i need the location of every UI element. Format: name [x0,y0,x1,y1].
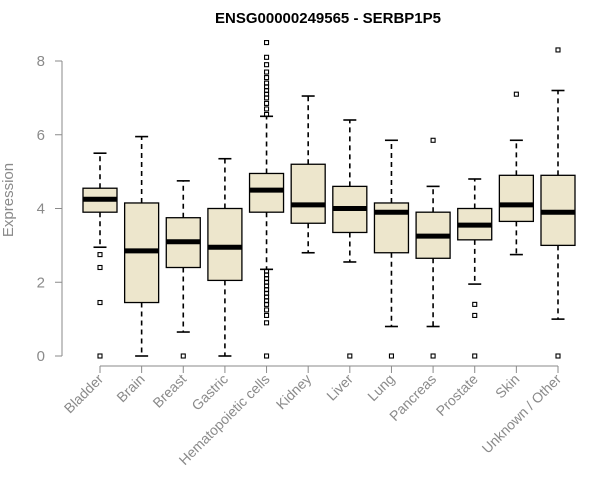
outlier-point [513,91,519,97]
box-group [165,180,201,359]
iqr-box [207,207,243,282]
outlier-point [347,353,353,359]
x-tick-label: Brain [113,371,147,405]
outlier-point [97,353,103,359]
box-group [415,137,451,359]
box-group [207,157,243,357]
x-tick-label: Liver [323,371,356,404]
x-tick-label: Breast [149,371,189,411]
y-tick-label: 2 [37,274,45,291]
outlier-point [263,54,270,60]
outlier-point [97,299,103,306]
outlier-point [97,264,103,271]
outlier-point [263,75,270,81]
iqr-box [290,163,326,224]
outlier-point [555,47,561,53]
box-group [457,178,493,359]
outlier-point [472,301,478,307]
outlier-point [263,40,270,46]
outlier-point [555,353,561,359]
outlier-point [263,268,270,274]
outlier-point [263,312,270,318]
outlier-point [263,111,270,118]
y-tick-label: 4 [37,201,45,218]
outlier-point [263,62,270,68]
y-tick-label: 8 [37,53,45,70]
outlier-point [430,353,436,359]
outlier-point [263,353,270,359]
chart-title: ENSG00000249565 - SERBP1P5 [215,10,441,27]
outlier-point [263,106,270,112]
iqr-box [498,174,535,223]
outlier-point [263,100,270,106]
outlier-point [263,80,270,86]
y-axis: 0 2 4 6 8 [37,53,63,365]
iqr-box [248,172,285,213]
outlier-point [180,353,186,359]
outlier-point [263,69,270,75]
x-tick-label: Kidney [273,371,315,413]
outlier-point [97,252,103,258]
y-tick-label: 0 [37,348,45,365]
outlier-point [388,353,395,359]
y-axis-label: Expression [0,163,17,237]
outlier-point [263,320,270,326]
box-group [82,152,118,359]
outlier-point [263,307,270,313]
x-tick-label: Prostate [433,371,481,419]
y-tick-label: 6 [37,127,45,144]
x-tick-label: Skin [492,371,523,402]
x-tick-label: Lung [364,371,397,404]
box-group [373,139,410,359]
box-group [498,91,535,256]
box-group [248,40,285,359]
boxes-group [82,40,576,359]
outlier-point [472,353,478,359]
x-tick-label: Bladder [61,371,107,417]
box-group [540,47,576,359]
outlier-point [472,312,478,318]
box-group [332,119,368,359]
outlier-point [430,137,436,143]
x-tick-label: Unknown / Other [479,371,565,457]
box-group [123,135,160,357]
box-group [290,95,326,254]
